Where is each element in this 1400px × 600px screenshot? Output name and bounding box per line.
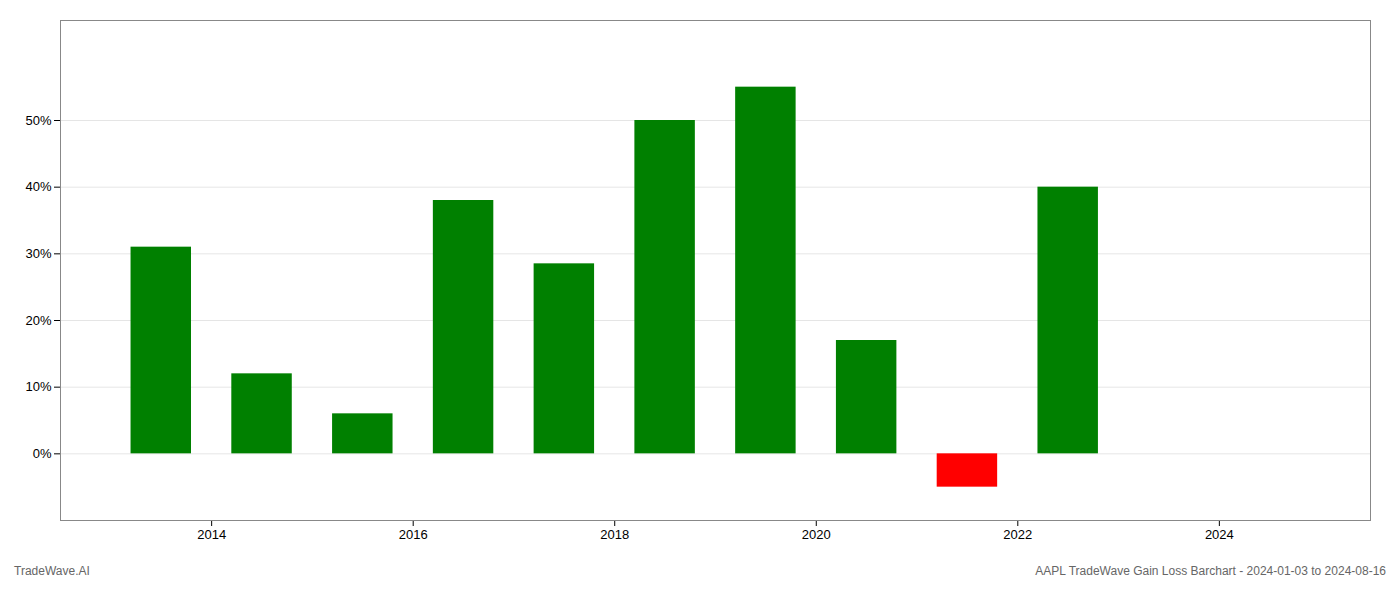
svg-text:2018: 2018: [600, 527, 629, 542]
svg-text:2014: 2014: [197, 527, 226, 542]
svg-text:40%: 40%: [25, 179, 51, 194]
svg-text:20%: 20%: [25, 313, 51, 328]
svg-text:2020: 2020: [802, 527, 831, 542]
svg-text:2024: 2024: [1205, 527, 1234, 542]
html-text:TradeWave.AI: TradeWave.AI: [14, 564, 90, 578]
svg-text:2016: 2016: [399, 527, 428, 542]
html-text:AAPL TradeWave Gain Loss Barch: AAPL TradeWave Gain Loss Barchart - 2024…: [1035, 564, 1386, 578]
svg-text:50%: 50%: [25, 113, 51, 128]
svg-text:30%: 30%: [25, 246, 51, 261]
svg-text:2022: 2022: [1003, 527, 1032, 542]
svg-text:0%: 0%: [33, 446, 52, 461]
svg-text:10%: 10%: [25, 379, 51, 394]
